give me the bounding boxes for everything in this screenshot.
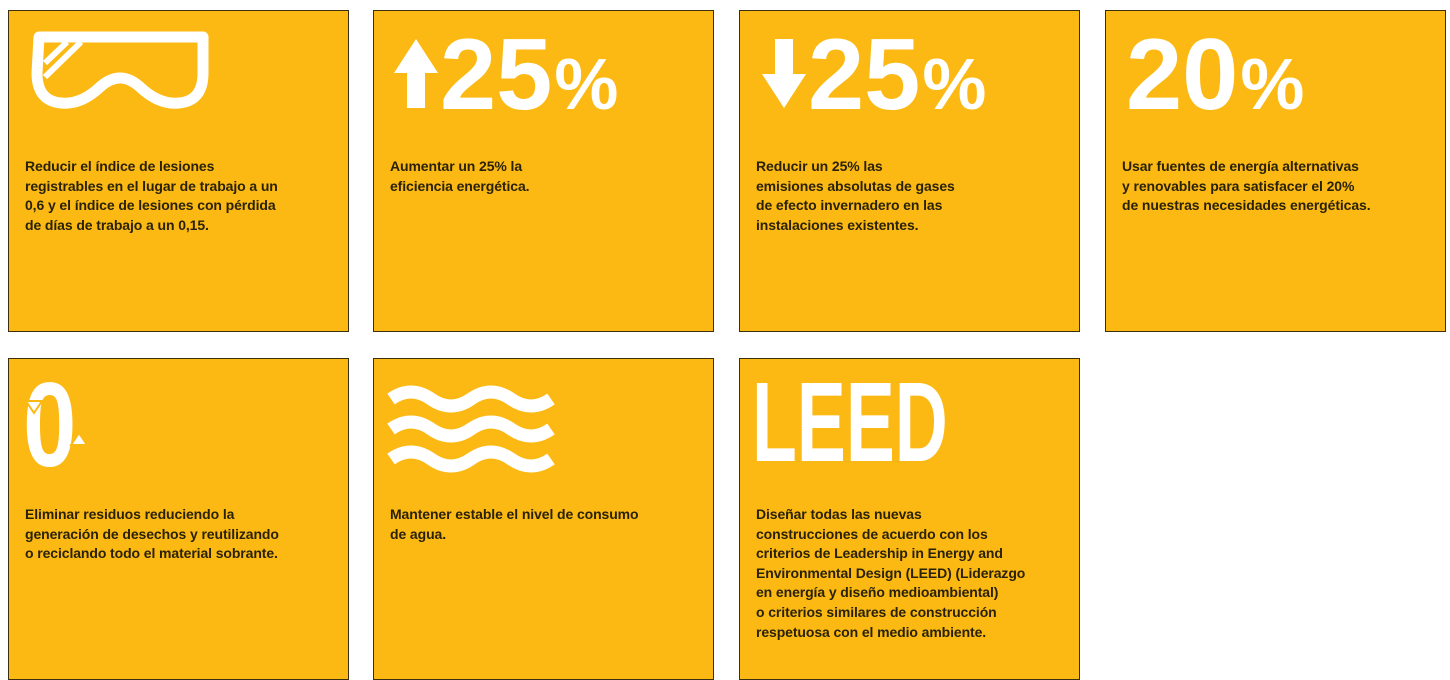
big-value: 25 xyxy=(808,19,920,131)
text-line: de nuestras necesidades energéticas. xyxy=(1122,197,1371,214)
tile: Reducir el índice de lesiones registrable… xyxy=(8,10,349,332)
text-line: Reducir el índice de lesiones xyxy=(25,158,215,174)
tile-text: Diseñar todas las nuevas construcciones d… xyxy=(756,505,1025,642)
text-line: de efecto invernadero en las xyxy=(756,197,943,214)
goggles-icon xyxy=(31,31,209,109)
text-line: construcciones de acuerdo con los xyxy=(756,525,988,542)
big-value: 25 xyxy=(440,19,552,131)
water-icon xyxy=(387,385,555,473)
big-figure: 25% xyxy=(762,19,986,131)
big-figure: LEED xyxy=(752,360,948,486)
big-figure: 25% xyxy=(394,19,618,131)
text-line: o criterios similares de construcción xyxy=(756,603,997,620)
big-number: 20% xyxy=(1126,19,1304,131)
tile-text: Usar fuentes de energía alternativas y re… xyxy=(1122,157,1371,216)
big-figure: 20% xyxy=(1126,19,1304,131)
text-line: en energía y diseño medioambiental) xyxy=(756,584,999,601)
text-line: Reducir un 25% las xyxy=(756,158,883,174)
text-line: Diseñar todas las nuevas xyxy=(756,506,922,522)
text-line: Aumentar un 25% la xyxy=(390,158,523,174)
text-line: Eliminar residuos reduciendo la xyxy=(25,506,235,522)
text-line: o reciclando todo el material sobrante. xyxy=(25,545,278,562)
text-line: de agua. xyxy=(390,525,446,542)
unit: % xyxy=(554,45,618,125)
tile-text: Reducir un 25% las emisiones absolutas de… xyxy=(756,157,955,235)
text-line: eficiencia energética. xyxy=(390,177,530,194)
tile: 25% Reducir un 25% las emisiones absoluta… xyxy=(739,10,1080,332)
text-line: instalaciones existentes. xyxy=(756,216,919,233)
tile-text: Aumentar un 25% la eficiencia energética. xyxy=(390,157,530,196)
text-line: Environmental Design (LEED) (Liderazgo xyxy=(756,564,1026,581)
unit: % xyxy=(1240,45,1304,125)
zero-icon: 0 xyxy=(23,359,89,493)
text-line: Mantener estable el nivel de consumo xyxy=(390,506,639,522)
tile: LEED Diseñar todas las nuevas construccio… xyxy=(739,358,1080,680)
text-line: registrables en el lugar de trabajo a un xyxy=(25,177,278,194)
tile: 25% Aumentar un 25% la eficiencia energét… xyxy=(373,10,714,332)
text-line: 0,6 y el índice de lesiones con pérdida xyxy=(25,197,276,214)
big-value: 20 xyxy=(1126,19,1238,131)
tile: Mantener estable el nivel de consumo de a… xyxy=(373,358,714,680)
text-line: y renovables para satisfacer el 20% xyxy=(1122,177,1355,194)
big-number: 0 xyxy=(23,359,76,493)
tile: 20% Usar fuentes de energía alternativas… xyxy=(1105,10,1446,332)
text-line: de días de trabajo a un 0,15. xyxy=(25,216,209,233)
text-line: Usar fuentes de energía alternativas xyxy=(1122,158,1359,174)
unit: % xyxy=(922,45,986,125)
text-line: criterios de Leadership in Energy and xyxy=(756,545,1003,562)
tile-text: Reducir el índice de lesiones registrable… xyxy=(25,157,278,235)
text-line: generación de desechos y reutilizando xyxy=(25,525,279,542)
text-line: emisiones absolutas de gases xyxy=(756,177,955,194)
tile-text: Eliminar residuos reduciendo la generació… xyxy=(25,505,279,564)
big-number: 25% xyxy=(808,19,986,131)
tile-text: Mantener estable el nivel de consumo de a… xyxy=(390,505,639,544)
tile: 0 Eliminar residuos reduciendo la generac… xyxy=(8,358,349,680)
text-line: respetuosa con el medio ambiente. xyxy=(756,623,987,640)
big-number: LEED xyxy=(752,360,948,486)
big-number: 25% xyxy=(440,19,618,131)
